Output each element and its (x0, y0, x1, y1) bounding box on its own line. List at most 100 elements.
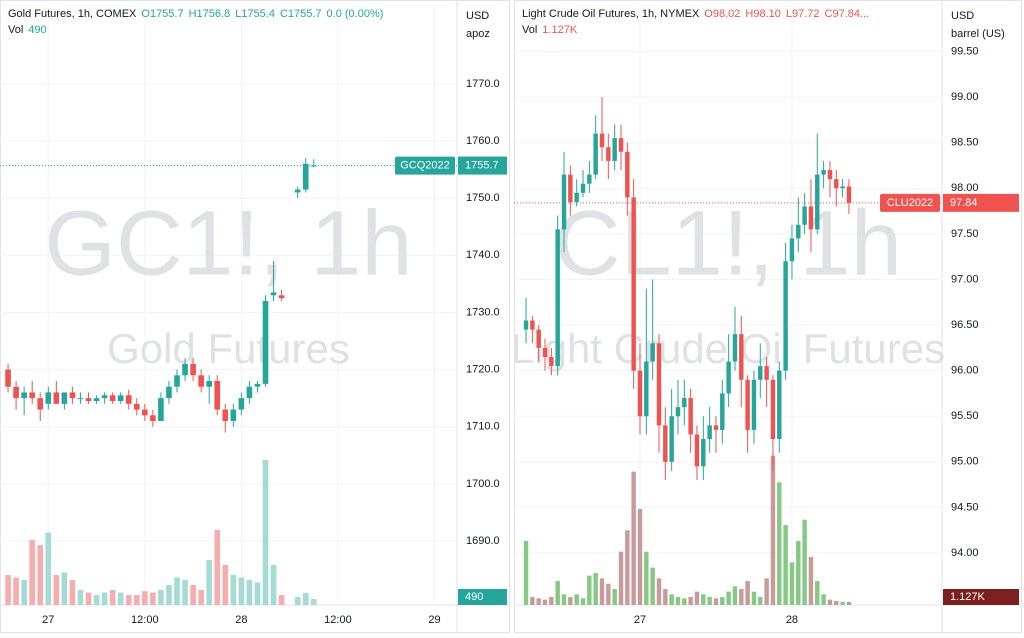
ohlc-value: 0.0 (0.00%) (326, 8, 384, 20)
candle-body (174, 375, 180, 387)
candle-body (37, 398, 44, 410)
candle-body (85, 398, 92, 401)
candle-body (656, 343, 662, 426)
series-title: Light Crude Oil Futures, 1h, NYMEX (522, 8, 700, 20)
volume-bar (93, 595, 100, 605)
volume-label: Vol (522, 24, 538, 36)
y-tick-label: 99.00 (951, 91, 979, 103)
x-tick-label: 27 (634, 614, 646, 626)
candle-body (198, 375, 204, 387)
volume-bar (69, 580, 76, 605)
candle-body (77, 398, 84, 400)
candle-body (262, 301, 269, 384)
volume-bar (656, 578, 662, 605)
candle-body (182, 363, 188, 376)
volume-bar (198, 590, 204, 605)
y-tick-label: 97.50 (951, 228, 979, 240)
volume-bar (142, 591, 148, 605)
ohlc-value: C97.84... (824, 8, 870, 20)
candle-body (254, 383, 261, 387)
volume-bar (302, 593, 309, 605)
volume-bar (726, 591, 731, 605)
price-tag (458, 156, 507, 175)
volume-bar (815, 581, 820, 605)
volume-bar (230, 575, 237, 605)
legend-line: Vol 490 (8, 22, 388, 38)
volume-bar (675, 597, 681, 605)
volume-bar (238, 577, 245, 605)
candle-body (101, 395, 108, 399)
volume-bar (574, 594, 579, 605)
volume-bar (808, 557, 814, 605)
candle-body (117, 395, 124, 401)
volume-tag-label: 490 (465, 591, 483, 603)
y-tick-label: 1690.0 (466, 535, 500, 547)
candle-body (707, 425, 712, 440)
y-tick-label: 1730.0 (466, 306, 500, 318)
volume-bar (637, 509, 643, 605)
y-tick-label: 1700.0 (466, 478, 500, 490)
candle-body (669, 416, 674, 462)
candle-body (568, 174, 573, 202)
panel-frame (514, 0, 1022, 633)
volume-bar (542, 599, 548, 605)
y-tick-label: 1760.0 (466, 135, 500, 147)
watermark-symbol: CL1!, 1h (554, 192, 902, 294)
volume-bar (625, 530, 630, 605)
candle-body (190, 363, 196, 376)
candle-body (834, 179, 839, 189)
candle-body (561, 174, 567, 230)
x-tick-label: 29 (428, 614, 440, 626)
unit-label: barrel (US) (951, 28, 1005, 40)
volume-bar (789, 562, 795, 605)
volume-bar (85, 592, 92, 605)
candle-body (745, 379, 750, 430)
volume-value: 1.127K (542, 24, 578, 36)
candle-body (606, 147, 611, 161)
volume-bar (150, 592, 156, 605)
x-tick-label: 12:00 (324, 614, 352, 626)
volume-bar (190, 585, 196, 605)
contract-tag (395, 156, 455, 175)
candle-body (612, 138, 617, 161)
volume-bar (278, 595, 285, 605)
volume-bar (701, 594, 706, 605)
volume-bar (650, 567, 655, 605)
volume-bar (739, 589, 744, 605)
volume-bar (214, 530, 221, 605)
volume-bar (732, 586, 738, 605)
volume-tag (458, 589, 507, 605)
candle-body (587, 174, 592, 184)
volume-bar (561, 594, 567, 605)
currency-label: USD (951, 10, 974, 22)
volume-bar (523, 541, 529, 605)
volume-tag-label: 1.127K (950, 591, 986, 603)
legend-line: Gold Futures, 1h, COMEX O1755.7 H1756.8 L17… (8, 6, 388, 22)
volume-bar (770, 455, 776, 605)
volume-bar (834, 601, 839, 605)
x-tick-label: 28 (235, 614, 247, 626)
candle-body (574, 192, 579, 202)
volume-bar (45, 532, 52, 605)
candle-body (270, 292, 277, 296)
volume-label: Vol (8, 24, 24, 36)
x-tick-label: 27 (42, 614, 54, 626)
candle-body (310, 165, 317, 167)
candle-body (821, 170, 826, 175)
volume-bar (13, 577, 19, 605)
volume-bar (206, 560, 213, 605)
legend-line: Vol 1.127K (522, 22, 874, 38)
candle-body (720, 393, 725, 430)
volume-bar (21, 580, 27, 605)
volume-bar (587, 575, 592, 605)
volume-bar (125, 595, 132, 605)
candle-body (713, 425, 719, 430)
volume-bar (254, 582, 261, 605)
price-tag-label: 97.84 (950, 197, 978, 209)
volume-bar (840, 601, 845, 605)
candle-body (688, 398, 693, 435)
volume-bar (117, 592, 124, 605)
candle-body (675, 407, 681, 417)
